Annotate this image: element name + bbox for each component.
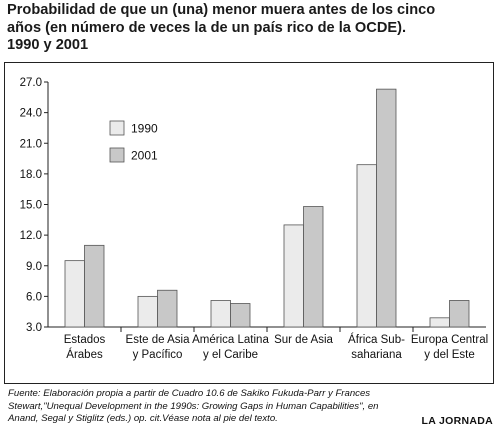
bar-2001-5 [376,88,397,328]
bar-1990-6 [429,317,450,328]
legend-swatch-1990 [109,120,125,136]
x-tick-label: Europa Central [411,334,488,346]
legend-label-1990: 1990 [131,122,158,136]
x-tick-label: sahariana [351,349,402,361]
chart-title: Probabilidad de que un (una) menor muera… [7,2,495,55]
publisher-brand: LA JORNADA [421,415,493,427]
y-tick-label: 21.0 [20,138,42,150]
bar-1990-1 [64,260,85,328]
bar-1990-5 [356,164,377,328]
y-tick-label: 15.0 [20,200,42,212]
x-tick-label: y del Este [424,349,475,361]
bar-1990-3 [210,300,231,328]
y-tick-label: 9.0 [26,261,42,273]
footnote-line-3: Anand, Segal y Stiglitz (eds.) op. cit.V… [8,413,278,425]
x-tick-label: Este de Asia [126,334,191,346]
bar-2001-3 [230,303,251,328]
title-line-3: 1990 y 2001 [7,37,89,53]
bar-2001-1 [84,244,105,328]
x-tick-label: y el Caribe [203,349,258,361]
title-line-1: Probabilidad de que un (una) menor muera… [7,2,436,18]
x-tick-label: América Latina [192,334,269,346]
bar-1990-4 [283,224,304,328]
y-tick-label: 24.0 [20,108,42,120]
bar-chart: 3.0 6.0 9.0 12.0 15.0 18.0 21.0 24.0 27.0 Estados… [20,77,489,361]
legend-swatch-2001 [109,147,125,163]
title-line-2: años (en número de veces la de un país r… [7,19,407,36]
y-tick-label: 6.0 [26,291,42,303]
footnote-line-1: Fuente: Elaboración propia a partir de C… [8,388,371,399]
x-tick-label: Estados [64,334,106,346]
bar-2001-6 [449,300,470,328]
y-tick-label: 27.0 [20,77,42,89]
footnote-line-2: Stewart,"Unequal Development in the 1990… [8,400,379,412]
bar-2001-2 [157,289,178,328]
y-tick-label: 12.0 [20,230,42,242]
x-tick-label: y Pacífico [133,349,183,361]
y-tick-label: 18.0 [20,169,42,181]
x-tick-label: África Sub- [348,333,405,346]
source-footnote: Fuente: Elaboración propia a partir de C… [8,388,428,426]
chart-frame: 3.0 6.0 9.0 12.0 15.0 18.0 21.0 24.0 27.0 Estados… [4,62,494,384]
x-tick-label: Árabes [66,348,103,361]
y-tick-label: 3.0 [26,322,42,334]
bar-1990-2 [137,295,158,328]
x-tick-label: Sur de Asia [274,334,333,346]
legend-label-2001: 2001 [131,149,158,163]
bar-2001-4 [303,206,324,328]
